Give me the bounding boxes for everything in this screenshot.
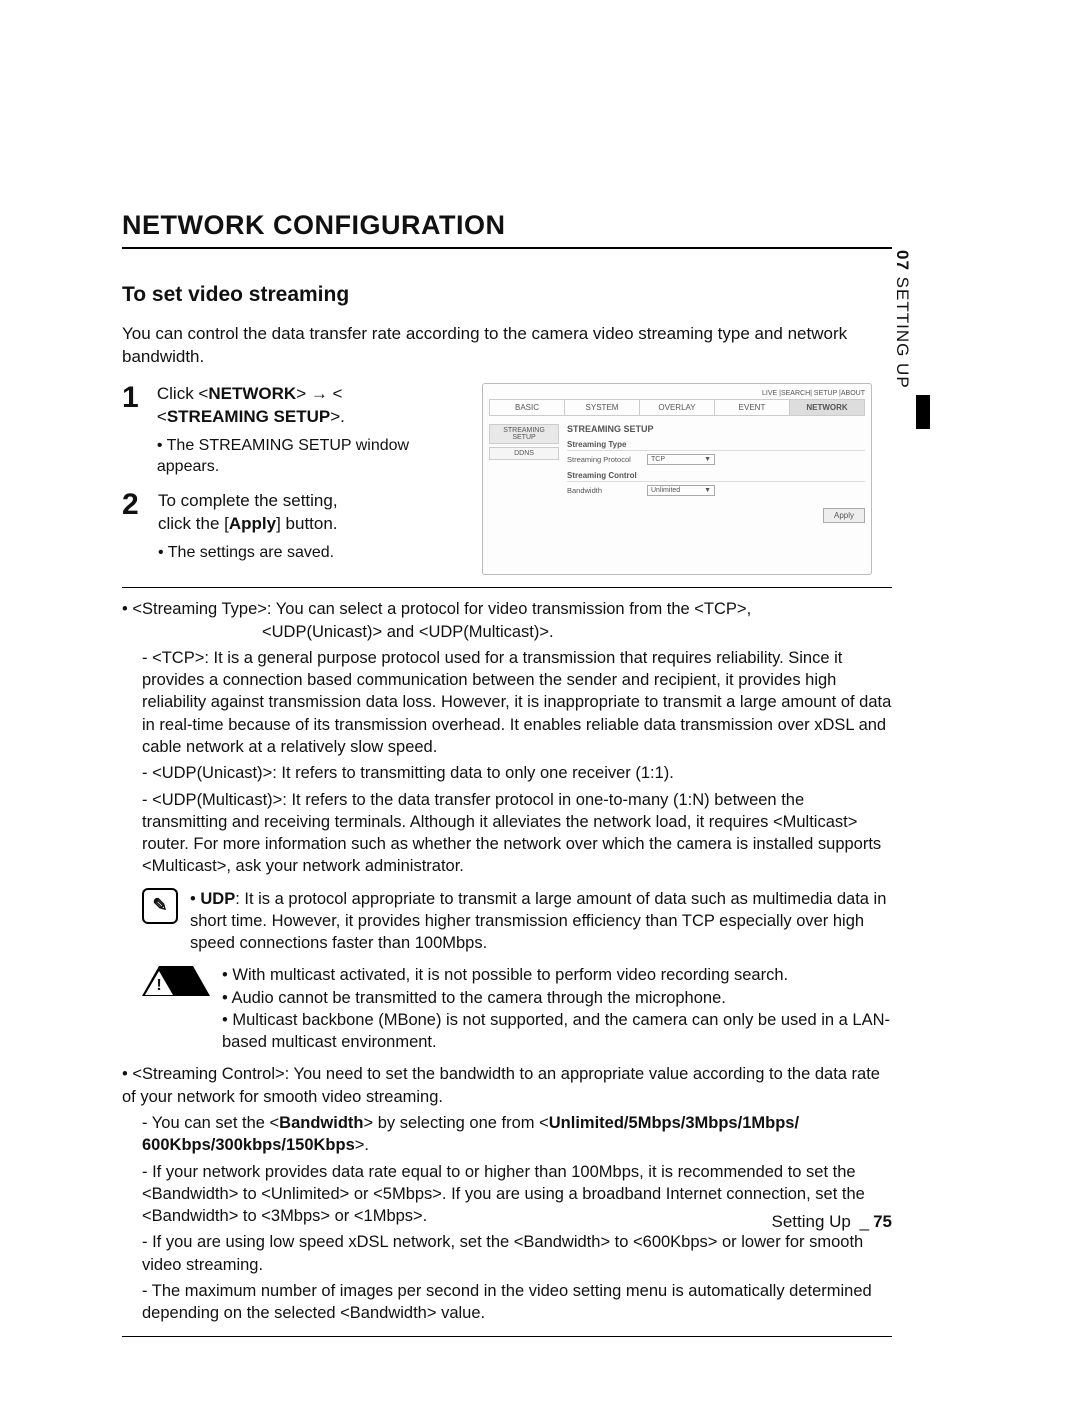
warning-multicast: ! With multicast activated, it is not po… bbox=[142, 964, 892, 1053]
section-streaming-type: Streaming Type bbox=[567, 440, 865, 451]
divider bbox=[122, 587, 892, 588]
step2-text: To complete the setting, bbox=[158, 491, 338, 510]
streaming-setup-screenshot: LIVE |SEARCH| SETUP |ABOUT BASIC SYSTEM … bbox=[482, 383, 872, 576]
select-bandwidth[interactable]: Unlimited▼ bbox=[647, 485, 715, 496]
step-1: 1 Click <NETWORK> → < <STREAMING SETUP>.… bbox=[122, 383, 462, 478]
warn-line-1: With multicast activated, it is not poss… bbox=[222, 964, 892, 986]
tcp-desc: <TCP>: It is a general purpose protocol … bbox=[142, 649, 891, 756]
step-number-2: 2 bbox=[122, 490, 148, 563]
note-udp: ✎ UDP: It is a protocol appropriate to t… bbox=[142, 888, 892, 955]
tab-system[interactable]: SYSTEM bbox=[565, 400, 640, 415]
bottom-divider bbox=[122, 1336, 892, 1337]
section-number: 07 bbox=[893, 250, 912, 271]
streaming-type-section: <Streaming Type>: You can select a proto… bbox=[122, 598, 892, 877]
section-subheading: To set video streaming bbox=[122, 283, 892, 307]
tab-event[interactable]: EVENT bbox=[715, 400, 790, 415]
page-title: NETWORK CONFIGURATION bbox=[122, 210, 892, 241]
warning-icon: ! bbox=[142, 966, 210, 996]
intro-paragraph: You can control the data transfer rate a… bbox=[122, 323, 892, 369]
shot-top-nav: LIVE |SEARCH| SETUP |ABOUT bbox=[489, 390, 865, 397]
panel-title: STREAMING SETUP bbox=[567, 424, 865, 434]
chevron-down-icon: ▼ bbox=[704, 456, 711, 463]
apply-button[interactable]: Apply bbox=[823, 508, 865, 523]
step-number-1: 1 bbox=[122, 383, 147, 478]
title-rule bbox=[122, 247, 892, 249]
shot-tabs: BASIC SYSTEM OVERLAY EVENT NETWORK bbox=[489, 399, 865, 416]
step1-text: Click < bbox=[157, 384, 208, 403]
section-side-label: 07 SETTING UP bbox=[892, 250, 912, 389]
chevron-down-icon: ▼ bbox=[704, 487, 711, 494]
page-number: 75 bbox=[873, 1212, 892, 1231]
page-edge-tab bbox=[916, 395, 930, 429]
step1-sub: The STREAMING SETUP window appears. bbox=[157, 435, 462, 478]
warn-line-3: Multicast backbone (MBone) is not suppor… bbox=[222, 1009, 892, 1054]
tab-network[interactable]: NETWORK bbox=[790, 400, 864, 415]
label-streaming-protocol: Streaming Protocol bbox=[567, 455, 647, 464]
note-icon: ✎ bbox=[142, 888, 178, 924]
page-footer: Setting Up _75 bbox=[122, 1212, 892, 1232]
streaming-control-section: <Streaming Control>: You need to set the… bbox=[122, 1063, 892, 1324]
tab-basic[interactable]: BASIC bbox=[490, 400, 565, 415]
step-2: 2 To complete the setting, click the [Ap… bbox=[122, 490, 462, 563]
section-name: SETTING UP bbox=[893, 277, 912, 389]
step2-sub: The settings are saved. bbox=[158, 542, 338, 564]
side-ddns[interactable]: DDNS bbox=[489, 447, 559, 460]
section-streaming-control: Streaming Control bbox=[567, 471, 865, 482]
warn-line-2: Audio cannot be transmitted to the camer… bbox=[222, 987, 892, 1009]
udp-unicast-desc: <UDP(Unicast)>: It refers to transmittin… bbox=[142, 764, 674, 782]
udp-multicast-desc: <UDP(Multicast)>: It refers to the data … bbox=[142, 791, 881, 876]
footer-label: Setting Up bbox=[771, 1212, 850, 1231]
label-bandwidth: Bandwidth bbox=[567, 486, 647, 495]
side-streaming-setup[interactable]: STREAMING SETUP bbox=[489, 424, 559, 444]
select-streaming-protocol[interactable]: TCP▼ bbox=[647, 454, 715, 465]
tab-overlay[interactable]: OVERLAY bbox=[640, 400, 715, 415]
